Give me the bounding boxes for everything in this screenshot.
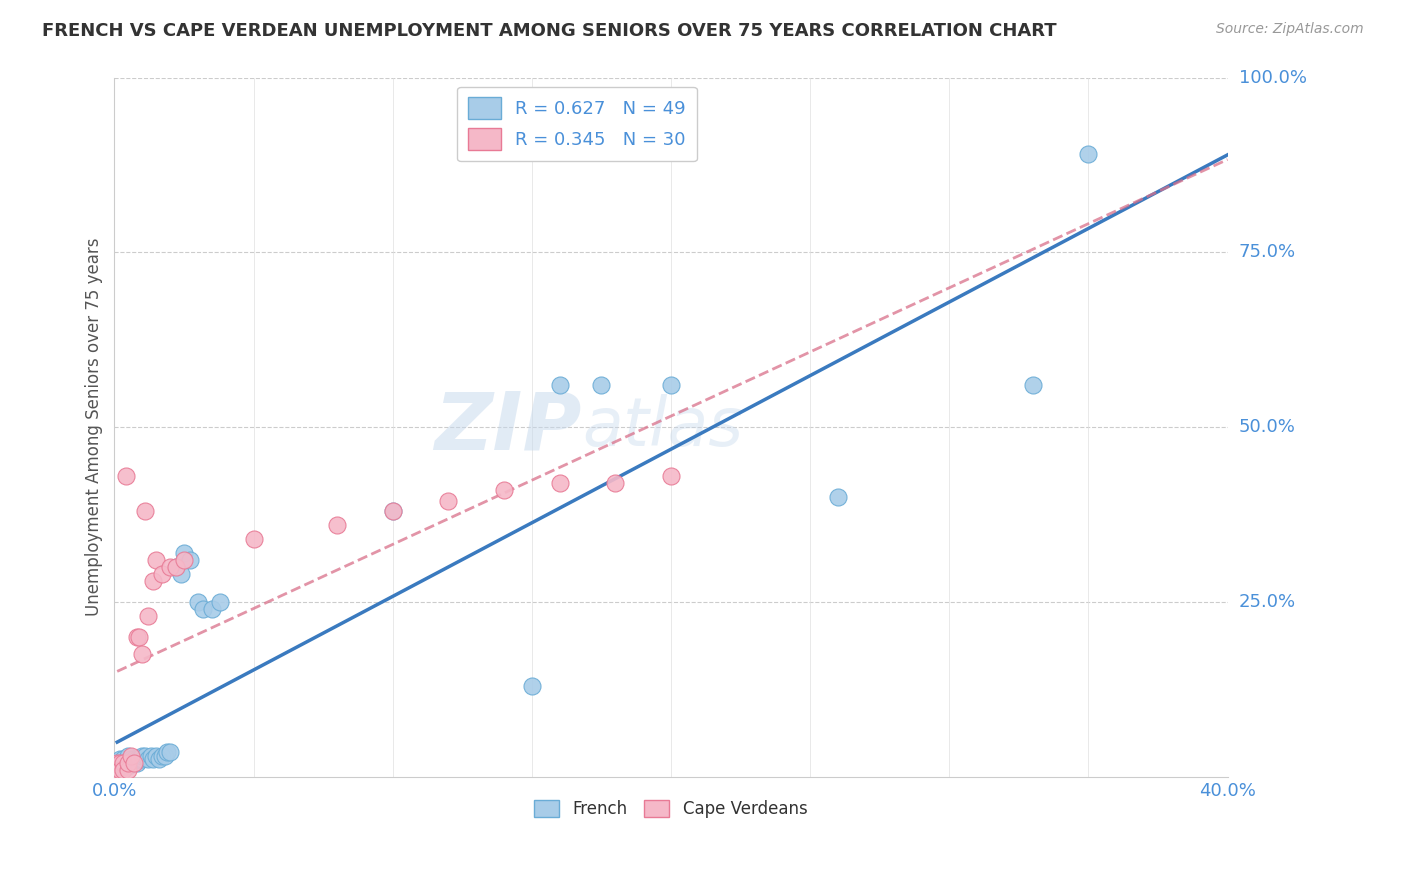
Point (117, 763, 139, 777)
Point (136, 752, 159, 766)
Point (242, 532, 264, 546)
Point (159, 560, 181, 574)
Point (150, 567, 173, 582)
Point (105, 759, 128, 773)
Text: atlas: atlas (582, 394, 742, 460)
Point (136, 609, 159, 624)
Point (122, 756, 145, 770)
Point (193, 602, 215, 616)
Point (209, 595, 232, 609)
Point (111, 756, 134, 770)
Point (548, 476, 571, 491)
Point (1022, 378, 1045, 392)
Point (108, 763, 131, 777)
Point (108, 752, 131, 766)
Point (520, 679, 543, 693)
Text: 50.0%: 50.0% (1239, 418, 1295, 436)
Text: FRENCH VS CAPE VERDEAN UNEMPLOYMENT AMONG SENIORS OVER 75 YEARS CORRELATION CHAR: FRENCH VS CAPE VERDEAN UNEMPLOYMENT AMON… (42, 22, 1057, 40)
Point (125, 630, 148, 644)
Point (122, 756, 145, 770)
Point (105, 763, 128, 777)
Point (111, 756, 134, 770)
Point (326, 518, 349, 533)
Point (131, 752, 153, 766)
Point (173, 546, 195, 560)
Point (827, 490, 849, 504)
Point (381, 504, 404, 518)
Text: 100.0%: 100.0% (1239, 69, 1306, 87)
Point (120, 752, 142, 766)
Point (170, 567, 193, 582)
Point (122, 752, 145, 766)
Point (1077, 147, 1099, 161)
Point (117, 748, 139, 763)
Point (134, 504, 156, 518)
Legend: French, Cape Verdeans: French, Cape Verdeans (527, 793, 814, 824)
Point (437, 493, 460, 508)
Point (165, 560, 187, 574)
Point (114, 759, 136, 773)
Point (381, 504, 404, 518)
Point (165, 560, 187, 574)
Point (153, 748, 176, 763)
Point (117, 756, 139, 770)
Text: Source: ZipAtlas.com: Source: ZipAtlas.com (1216, 22, 1364, 37)
Point (131, 648, 153, 662)
Point (117, 756, 139, 770)
Point (111, 759, 134, 773)
Point (139, 748, 162, 763)
Point (114, 469, 136, 483)
Point (145, 748, 167, 763)
Text: 25.0%: 25.0% (1239, 593, 1296, 611)
Point (201, 602, 224, 616)
Point (142, 574, 165, 588)
Point (605, 476, 627, 491)
Point (111, 763, 134, 777)
Point (134, 748, 156, 763)
Point (548, 378, 571, 392)
Point (128, 630, 150, 644)
Point (117, 759, 139, 773)
Point (108, 756, 131, 770)
Point (659, 469, 682, 483)
Point (108, 759, 131, 773)
Point (128, 752, 150, 766)
Point (492, 483, 515, 497)
Text: 75.0%: 75.0% (1239, 244, 1296, 261)
Point (111, 752, 134, 766)
Point (179, 553, 201, 567)
Point (173, 553, 195, 567)
Point (120, 756, 142, 770)
Y-axis label: Unemployment Among Seniors over 75 years: Unemployment Among Seniors over 75 years (86, 238, 103, 616)
Point (145, 553, 167, 567)
Point (131, 748, 153, 763)
Point (142, 752, 165, 766)
Point (156, 745, 179, 759)
Point (150, 748, 173, 763)
Point (105, 763, 128, 777)
Point (125, 752, 148, 766)
Point (591, 378, 613, 392)
Point (120, 748, 142, 763)
Point (148, 752, 170, 766)
Point (125, 756, 148, 770)
Point (105, 756, 128, 770)
Text: ZIP: ZIP (434, 388, 582, 467)
Point (105, 756, 128, 770)
Point (159, 745, 181, 759)
Point (114, 756, 136, 770)
Point (108, 756, 131, 770)
Point (187, 595, 209, 609)
Point (659, 378, 682, 392)
